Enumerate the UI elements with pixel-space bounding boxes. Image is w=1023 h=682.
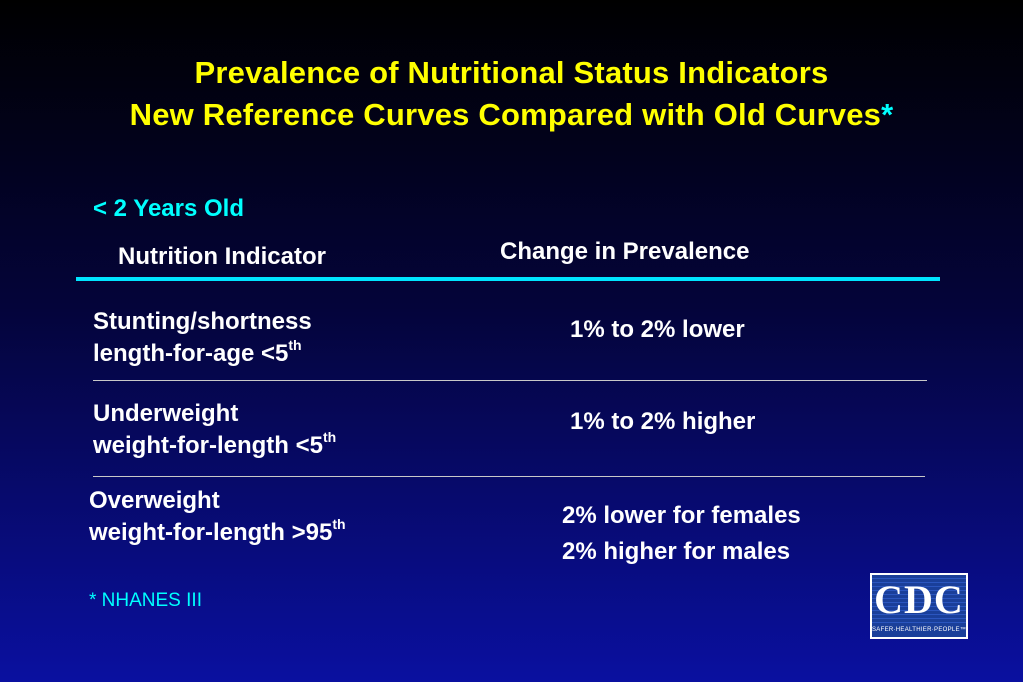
indicator-measure: weight-for-length <5th (93, 430, 336, 462)
indicator-measure: length-for-age <5th (93, 338, 312, 370)
cdc-logo: CDC SAFER·HEALTHIER·PEOPLE™ (870, 573, 968, 639)
logo-tagline: SAFER·HEALTHIER·PEOPLE™ (872, 627, 967, 633)
change-text: 1% to 2% lower (570, 316, 745, 343)
logo-wordmark: CDC (874, 577, 964, 622)
title-asterisk: * (881, 97, 894, 132)
table-row-1-change: 1% to 2% lower (570, 314, 745, 346)
column-header-indicator: Nutrition Indicator (118, 243, 326, 270)
change-text-line-2: 2% higher for males (562, 538, 791, 565)
table-row-2-change: 1% to 2% higher (570, 406, 755, 438)
table-row-3-indicator: Overweight weight-for-length >95th (89, 485, 346, 549)
slide-title-line-2: New Reference Curves Compared with Old C… (0, 96, 1023, 134)
table-row-3-change: 2% lower for females 2% higher for males (562, 498, 801, 570)
indicator-measure-text: weight-for-length >95 (89, 519, 333, 546)
indicator-measure: weight-for-length >95th (89, 517, 346, 549)
indicator-name: Underweight (93, 400, 239, 427)
table-row-1-indicator: Stunting/shortness length-for-age <5th (93, 306, 312, 370)
indicator-name: Stunting/shortness (93, 308, 312, 335)
footnote: * NHANES III (89, 590, 202, 611)
column-header-change: Change in Prevalence (500, 238, 750, 265)
table-row-2-indicator: Underweight weight-for-length <5th (93, 398, 336, 462)
change-text: 1% to 2% higher (570, 408, 756, 435)
indicator-superscript: th (323, 429, 337, 445)
header-divider (76, 277, 940, 281)
indicator-measure-text: length-for-age <5 (93, 340, 289, 367)
indicator-name: Overweight (89, 487, 220, 514)
indicator-superscript: th (288, 337, 302, 353)
change-text-line-1: 2% lower for females (562, 502, 801, 529)
slide-title-line-1: Prevalence of Nutritional Status Indicat… (0, 54, 1023, 92)
row-divider (93, 476, 925, 477)
logo-background-lines (872, 575, 966, 623)
indicator-measure-text: weight-for-length <5 (93, 432, 323, 459)
age-group-subheading: < 2 Years Old (93, 195, 244, 222)
row-divider (93, 380, 927, 381)
title-line-2-text: New Reference Curves Compared with Old C… (129, 97, 882, 132)
title-line-1-text: Prevalence of Nutritional Status Indicat… (194, 55, 829, 90)
indicator-superscript: th (332, 516, 346, 532)
